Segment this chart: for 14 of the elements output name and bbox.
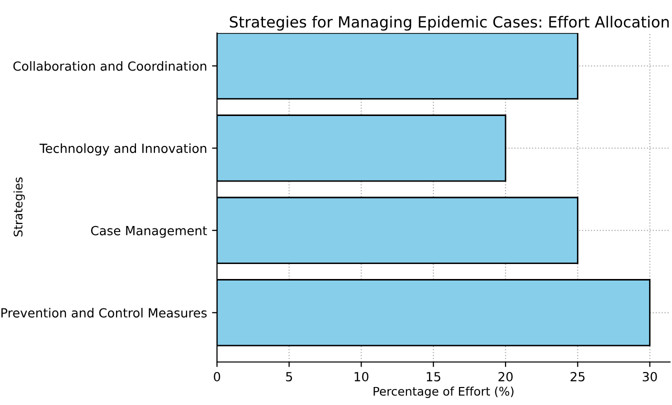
y-axis-title: Strategies bbox=[13, 177, 25, 236]
x-axis-title: Percentage of Effort (%) bbox=[374, 386, 514, 398]
chart-title: Strategies for Managing Epidemic Cases: Effort Allocation bbox=[230, 16, 669, 31]
y-tick-label: Prevention and Control Measures bbox=[1, 308, 207, 318]
y-tick-label: Technology and Innovation bbox=[40, 143, 206, 156]
x-tick-label: 10 bbox=[354, 372, 368, 382]
y-tick-label: Collaboration and Coordination bbox=[13, 61, 206, 71]
x-tick-label: 30 bbox=[642, 372, 657, 382]
y-tick-label: Case Management bbox=[91, 226, 207, 238]
x-tick-label: 25 bbox=[570, 372, 585, 382]
x-tick-label: 5 bbox=[286, 372, 292, 382]
x-tick-label: 20 bbox=[498, 372, 513, 382]
x-tick-label: 15 bbox=[426, 372, 440, 382]
x-tick-label: 0 bbox=[214, 372, 220, 382]
